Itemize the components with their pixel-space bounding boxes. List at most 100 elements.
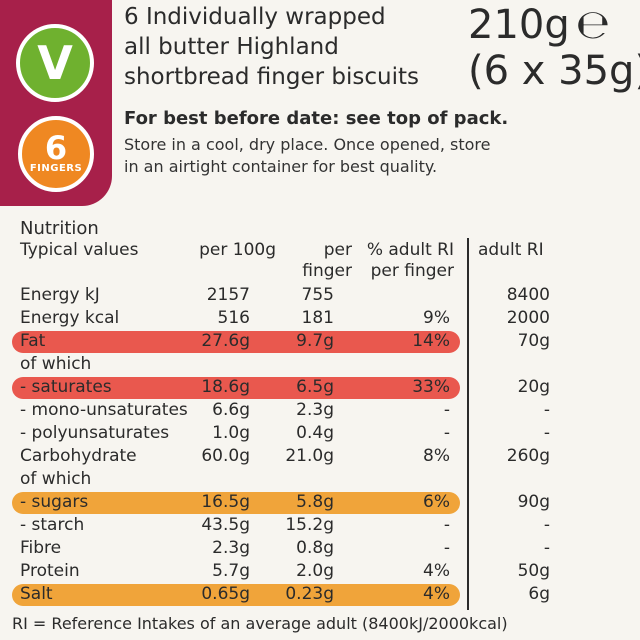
per-finger-value: 0.23g: [285, 584, 334, 604]
estimated-sign-icon: ℮: [575, 2, 610, 48]
ri-percent-value: 14%: [412, 331, 450, 351]
ri-percent-value: 4%: [423, 561, 450, 581]
nutrient-label: - starch: [20, 515, 85, 535]
nutrition-row: - mono-unsaturates 6.6g 2.3g - -: [0, 399, 640, 422]
header-adult-ri: adult RI: [478, 240, 544, 260]
storage-line: Store in a cool, dry place. Once opened,…: [124, 135, 491, 154]
per-finger-value: 15.2g: [285, 515, 334, 535]
per-finger-value: 9.7g: [296, 331, 334, 351]
adult-ri-value: 260g: [506, 446, 550, 466]
nutrient-label: - sugars: [20, 492, 89, 512]
adult-ri-value: 6g: [528, 584, 550, 604]
per-finger-value: 5.8g: [296, 492, 334, 512]
per-100g-value: 2157: [206, 285, 250, 305]
pack-weight: 210g ℮ (6 x 35g): [468, 2, 640, 94]
header-per-100g: per 100g: [199, 240, 276, 260]
traffic-light-highlight: [12, 331, 460, 353]
ri-percent-value: 4%: [423, 584, 450, 604]
ri-percent-value: -: [443, 515, 450, 535]
per-finger-value: 2.3g: [296, 400, 334, 420]
finger-count-badge: 6 FINGERS: [18, 116, 94, 192]
adult-ri-value: -: [543, 515, 550, 535]
description-line: shortbread finger biscuits: [124, 64, 419, 90]
per-finger-value: 0.4g: [296, 423, 334, 443]
vegetarian-badge-letter: V: [37, 36, 73, 90]
header-ri-percent-line2: per finger: [370, 261, 454, 281]
nutrition-row: of which: [0, 353, 640, 376]
best-before-note: For best before date: see top of pack.: [124, 108, 509, 129]
nutrition-row: Salt 0.65g 0.23g 4% 6g: [0, 583, 640, 606]
traffic-light-highlight: [12, 584, 460, 606]
nutrient-label: - mono-unsaturates: [20, 400, 188, 420]
ri-percent-value: 33%: [412, 377, 450, 397]
nutrient-label: Protein: [20, 561, 80, 581]
nutrition-row: - starch 43.5g 15.2g - -: [0, 514, 640, 537]
header-ri-percent-line1: % adult RI: [366, 240, 454, 260]
nutrition-title: Nutrition: [20, 218, 99, 239]
per-finger-value: 755: [301, 285, 334, 305]
adult-ri-value: 70g: [517, 331, 550, 351]
per-100g-value: 18.6g: [201, 377, 250, 397]
ri-percent-value: -: [443, 538, 450, 558]
ri-percent-value: -: [443, 400, 450, 420]
traffic-light-highlight: [12, 492, 460, 514]
nutrition-row: Protein 5.7g 2.0g 4% 50g: [0, 560, 640, 583]
nutrient-label: Salt: [20, 584, 53, 604]
nutrient-label: Energy kJ: [20, 285, 100, 305]
ri-percent-value: 9%: [423, 308, 450, 328]
nutrient-label: - polyunsaturates: [20, 423, 170, 443]
weight-breakdown: (6 x 35g): [468, 48, 640, 94]
nutrient-label: of which: [20, 469, 92, 489]
per-100g-value: 16.5g: [201, 492, 250, 512]
per-100g-value: 1.0g: [212, 423, 250, 443]
per-100g-value: 2.3g: [212, 538, 250, 558]
adult-ri-value: -: [543, 423, 550, 443]
adult-ri-value: -: [543, 538, 550, 558]
per-finger-value: 21.0g: [285, 446, 334, 466]
nutrition-row: Fibre 2.3g 0.8g - -: [0, 537, 640, 560]
per-100g-value: 27.6g: [201, 331, 250, 351]
ri-percent-value: -: [443, 423, 450, 443]
vegetarian-badge: V: [16, 24, 94, 102]
header-ri-percent: % adult RI per finger: [350, 240, 454, 282]
nutrition-row: Energy kJ 2157 755 8400: [0, 284, 640, 307]
nutrition-row: - polyunsaturates 1.0g 0.4g - -: [0, 422, 640, 445]
header-per-finger: per finger: [270, 240, 352, 282]
per-finger-value: 181: [301, 308, 334, 328]
ri-percent-value: 8%: [423, 446, 450, 466]
nutrition-row: - sugars 16.5g 5.8g 6% 90g: [0, 491, 640, 514]
adult-ri-value: 2000: [506, 308, 550, 328]
header-per-finger-line1: per: [323, 240, 352, 260]
storage-line: in an airtight container for best qualit…: [124, 157, 438, 176]
nutrient-label: Fibre: [20, 538, 62, 558]
per-finger-value: 6.5g: [296, 377, 334, 397]
ri-percent-value: 6%: [423, 492, 450, 512]
nutrient-label: Energy kcal: [20, 308, 120, 328]
per-100g-value: 516: [217, 308, 250, 328]
product-description: 6 Individually wrapped all butter Highla…: [124, 2, 454, 92]
adult-ri-value: 90g: [517, 492, 550, 512]
nutrient-label: Fat: [20, 331, 46, 351]
header-per-finger-line2: finger: [302, 261, 352, 281]
nutrition-row: - saturates 18.6g 6.5g 33% 20g: [0, 376, 640, 399]
nutrition-row: Energy kcal 516 181 9% 2000: [0, 307, 640, 330]
per-100g-value: 43.5g: [201, 515, 250, 535]
adult-ri-value: 50g: [517, 561, 550, 581]
adult-ri-value: -: [543, 400, 550, 420]
per-100g-value: 0.65g: [201, 584, 250, 604]
per-finger-value: 2.0g: [296, 561, 334, 581]
per-100g-value: 6.6g: [212, 400, 250, 420]
nutrient-label: Carbohydrate: [20, 446, 137, 466]
nutrition-row: of which: [0, 468, 640, 491]
traffic-light-highlight: [12, 377, 460, 399]
total-weight: 210g: [468, 2, 570, 48]
per-finger-value: 0.8g: [296, 538, 334, 558]
adult-ri-value: 8400: [506, 285, 550, 305]
per-100g-value: 60.0g: [201, 446, 250, 466]
column-divider: [467, 238, 469, 610]
nutrient-label: - saturates: [20, 377, 112, 397]
storage-instructions: Store in a cool, dry place. Once opened,…: [124, 134, 624, 178]
adult-ri-value: 20g: [517, 377, 550, 397]
nutrient-label: of which: [20, 354, 92, 374]
description-line: all butter Highland: [124, 34, 339, 60]
